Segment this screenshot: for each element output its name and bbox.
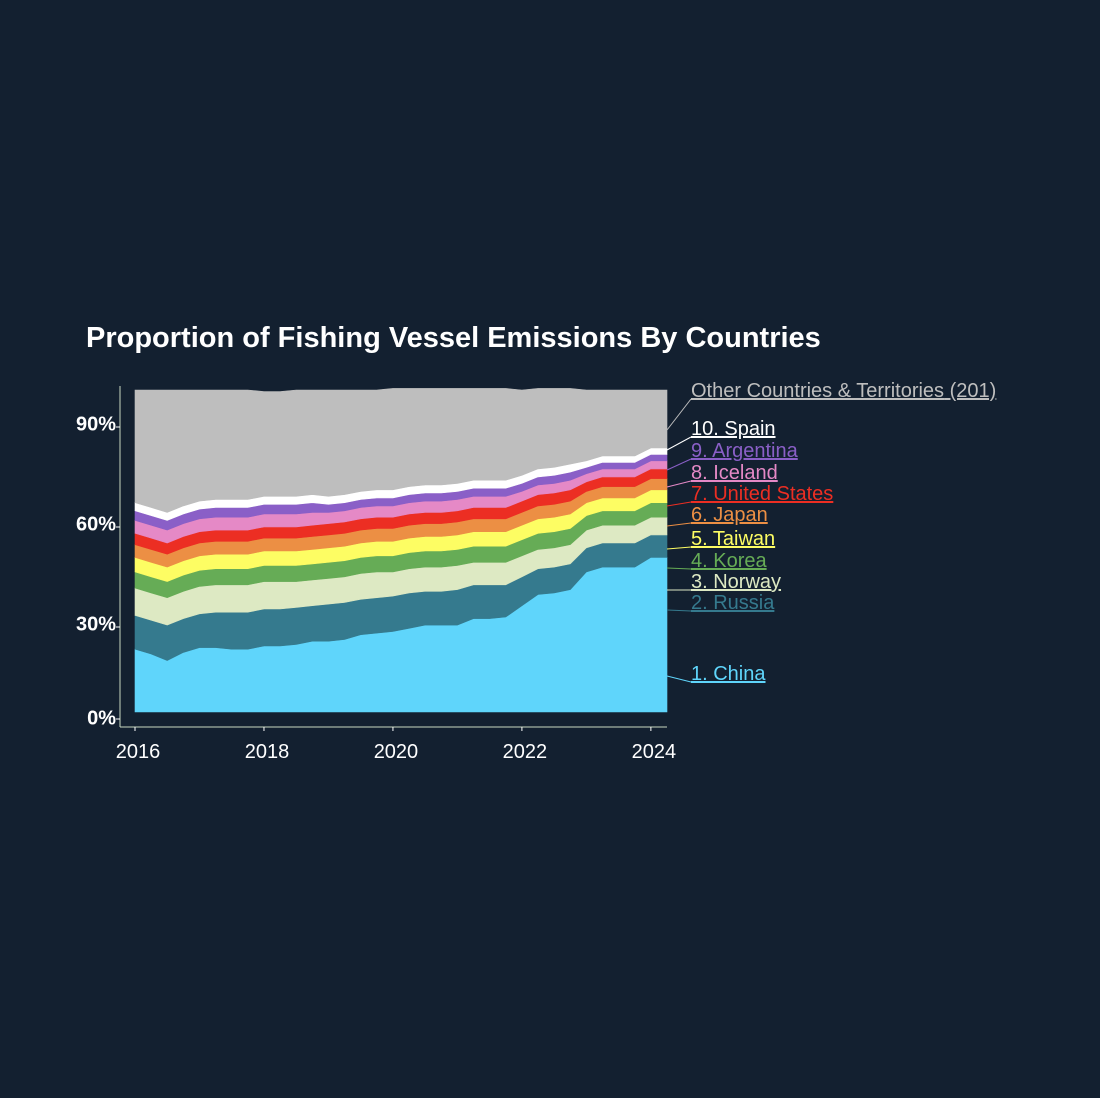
legend-label-8: 8. Iceland: [691, 462, 778, 484]
x-tick-label: 2022: [503, 741, 548, 763]
legend-label-text: 5. Taiwan: [691, 528, 775, 550]
y-tick-label: 0%: [87, 707, 116, 729]
chart-title: Proportion of Fishing Vessel Emissions B…: [86, 322, 821, 354]
legend-label-1: 1. China: [691, 663, 766, 685]
legend-leader-line: [666, 458, 692, 471]
legend-leader-line: [666, 398, 692, 431]
legend-label-4: 4. Korea: [691, 550, 767, 572]
legend-leader-line: [666, 522, 692, 527]
legend-label-9: 9. Argentina: [691, 440, 799, 462]
y-tick-label: 90%: [76, 413, 116, 435]
legend-label-text: 7. United States: [691, 483, 833, 505]
legend-label-text: 6. Japan: [691, 504, 768, 526]
legend-leader-line: [666, 567, 692, 570]
legend-leader-line: [666, 546, 692, 550]
legend-label-text: 9. Argentina: [691, 440, 799, 462]
legend-label-3: 3. Norway: [691, 571, 781, 593]
area-series-11: [134, 388, 668, 513]
x-tick-label: 2016: [116, 741, 161, 763]
legend-label-6: 6. Japan: [691, 504, 768, 526]
legend-label-text: 2. Russia: [691, 592, 775, 614]
legend-label-5: 5. Taiwan: [691, 528, 775, 550]
legend-leader-line: [666, 675, 692, 683]
legend-label-text: Other Countries & Territories: [691, 380, 944, 402]
legend-label-text: 3. Norway: [691, 571, 781, 593]
x-tick-label: 2024: [632, 741, 677, 763]
legend-label-text: 1. China: [691, 663, 766, 685]
legend-leader-line: [666, 436, 692, 451]
legend-leader-line: [666, 480, 692, 488]
legend-label-text: 10. Spain: [691, 418, 776, 440]
legend-label-11: Other Countries & Territories (201): [691, 380, 996, 402]
y-tick-label: 30%: [76, 613, 116, 635]
legend-label-text: 8. Iceland: [691, 462, 778, 484]
legend-label-7: 7. United States: [691, 483, 833, 505]
x-tick-label: 2020: [374, 741, 419, 763]
legend-label-text: 4. Korea: [691, 550, 767, 572]
legend-label-2: 2. Russia: [691, 592, 775, 614]
x-tick-label: 2018: [245, 741, 290, 763]
legend-leader-line: [666, 501, 692, 507]
legend-leader-line: [666, 609, 692, 612]
y-tick-label: 60%: [76, 513, 116, 535]
legend-label-count: (201): [944, 380, 996, 402]
legend-label-10: 10. Spain: [691, 418, 776, 440]
